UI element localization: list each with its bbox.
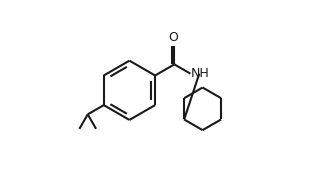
Text: O: O — [169, 31, 178, 44]
Text: NH: NH — [191, 67, 210, 80]
